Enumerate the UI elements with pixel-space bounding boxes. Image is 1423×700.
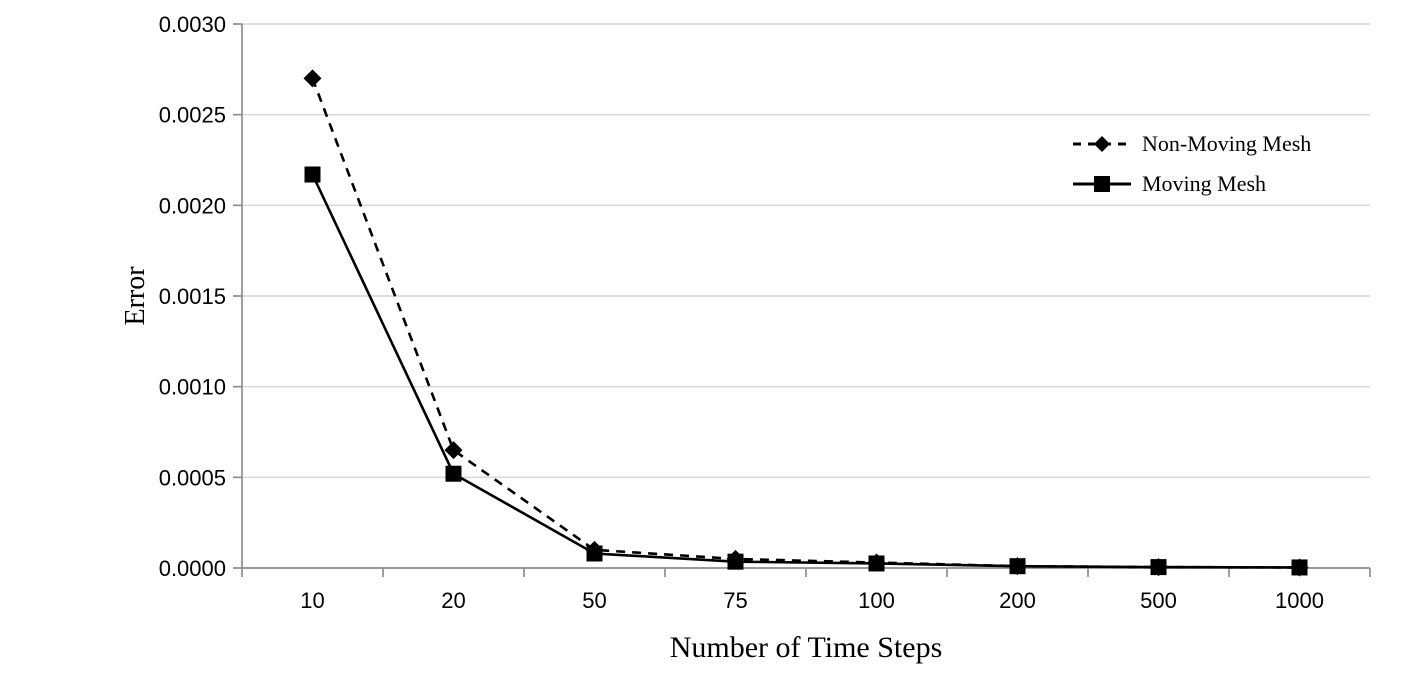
y-tick-label: 0.0030 <box>159 12 226 37</box>
square-marker <box>586 545 603 562</box>
x-tick-label: 75 <box>723 588 747 613</box>
y-tick-label: 0.0005 <box>159 465 226 490</box>
y-tick-label: 0.0015 <box>159 284 226 309</box>
square-marker <box>445 465 462 482</box>
x-tick-label: 10 <box>300 588 324 613</box>
legend-item-moving-mesh: Moving Mesh <box>1072 164 1311 204</box>
legend: Non-Moving Mesh Moving Mesh <box>1072 124 1311 204</box>
x-tick-label: 100 <box>858 588 895 613</box>
x-axis-title: Number of Time Steps <box>669 631 943 664</box>
y-tick-label: 0.0000 <box>159 556 226 581</box>
square-marker <box>1150 559 1167 576</box>
solid-square-legend-icon <box>1073 176 1131 192</box>
y-tick-label: 0.0010 <box>159 375 226 400</box>
square-marker <box>1009 558 1026 575</box>
series-line-moving-mesh <box>311 173 1300 569</box>
legend-label: Non-Moving Mesh <box>1142 131 1312 156</box>
square-marker <box>868 555 885 572</box>
dashed-diamond-legend-icon <box>1073 136 1131 152</box>
y-axis-title: Error <box>120 266 151 326</box>
x-tick-label: 1000 <box>1275 588 1324 613</box>
legend-item-non-moving-mesh: Non-Moving Mesh <box>1072 124 1311 164</box>
square-marker <box>727 553 744 570</box>
x-tick-label: 200 <box>999 588 1036 613</box>
square-marker <box>1291 559 1308 576</box>
x-tick-label: 50 <box>582 588 606 613</box>
y-tick-label: 0.0025 <box>159 103 226 128</box>
y-tick-label: 0.0020 <box>159 193 226 218</box>
square-marker <box>304 166 321 183</box>
x-tick-label: 500 <box>1140 588 1177 613</box>
x-tick-label: 20 <box>441 588 465 613</box>
legend-label: Moving Mesh <box>1142 171 1267 196</box>
diamond-marker <box>444 441 463 460</box>
diamond-marker <box>303 69 322 88</box>
